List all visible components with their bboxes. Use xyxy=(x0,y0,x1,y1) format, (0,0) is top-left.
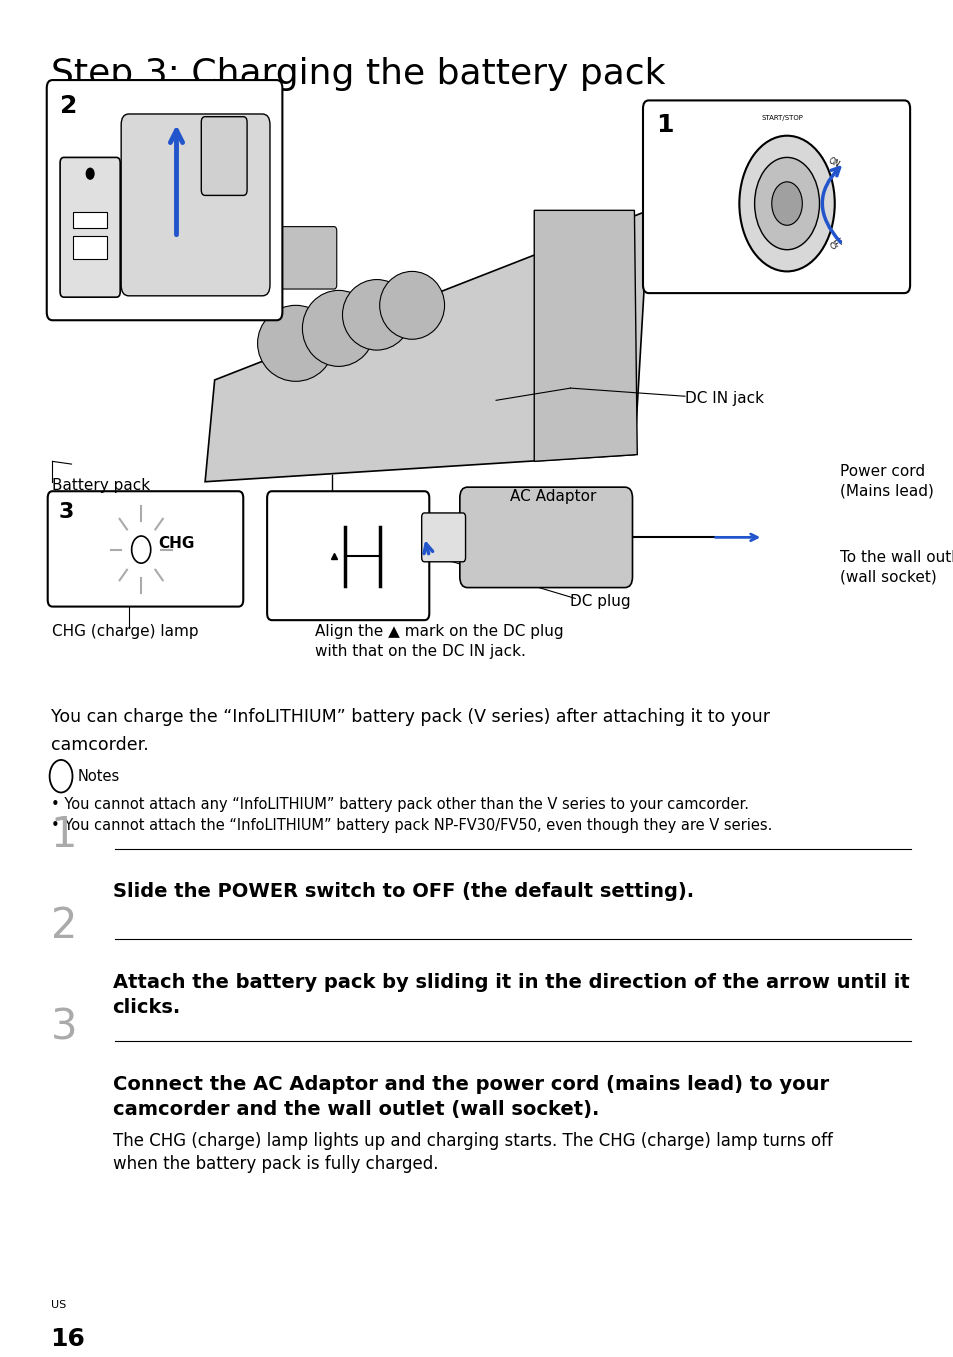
Ellipse shape xyxy=(257,305,334,381)
FancyBboxPatch shape xyxy=(459,487,632,588)
Ellipse shape xyxy=(342,280,411,350)
FancyBboxPatch shape xyxy=(72,212,107,228)
Text: You can charge the “InfoLITHIUM” battery pack (V series) after attaching it to y: You can charge the “InfoLITHIUM” battery… xyxy=(51,708,769,754)
Text: 3: 3 xyxy=(277,502,293,522)
Ellipse shape xyxy=(302,290,375,366)
Text: START/STOP: START/STOP xyxy=(760,115,802,121)
FancyBboxPatch shape xyxy=(47,80,282,320)
Text: 2: 2 xyxy=(51,905,77,947)
Text: The CHG (charge) lamp lights up and charging starts. The CHG (charge) lamp turns: The CHG (charge) lamp lights up and char… xyxy=(112,1132,832,1174)
Circle shape xyxy=(754,157,819,250)
Text: 3: 3 xyxy=(58,502,73,522)
Text: ⊕: ⊕ xyxy=(437,531,445,541)
Text: Power cord
(Mains lead): Power cord (Mains lead) xyxy=(839,464,932,499)
Text: Align the ▲ mark on the DC plug
with that on the DC IN jack.: Align the ▲ mark on the DC plug with tha… xyxy=(314,624,563,660)
Text: Attach the battery pack by sliding it in the direction of the arrow until it
cli: Attach the battery pack by sliding it in… xyxy=(112,973,908,1016)
Text: AC Adaptor: AC Adaptor xyxy=(510,489,597,503)
Text: DC plug: DC plug xyxy=(570,594,631,609)
Circle shape xyxy=(132,536,151,563)
Polygon shape xyxy=(205,210,648,482)
Text: 3: 3 xyxy=(51,1007,77,1049)
FancyBboxPatch shape xyxy=(235,227,336,289)
Text: Battery pack: Battery pack xyxy=(52,478,151,493)
Text: CHG (charge) lamp: CHG (charge) lamp xyxy=(52,624,199,639)
Text: US: US xyxy=(51,1300,66,1310)
Text: ON: ON xyxy=(826,156,841,170)
Text: DC IN: DC IN xyxy=(341,594,374,604)
Text: DC IN jack: DC IN jack xyxy=(684,391,763,406)
Text: OFF: OFF xyxy=(828,236,845,252)
FancyBboxPatch shape xyxy=(267,491,429,620)
FancyBboxPatch shape xyxy=(642,100,909,293)
Text: • You cannot attach any “InfoLITHIUM” battery pack other than the V series to yo: • You cannot attach any “InfoLITHIUM” ba… xyxy=(51,797,748,811)
FancyBboxPatch shape xyxy=(72,236,107,259)
FancyBboxPatch shape xyxy=(60,157,120,297)
Text: 1: 1 xyxy=(51,814,77,856)
Text: Slide the POWER switch to OFF (the default setting).: Slide the POWER switch to OFF (the defau… xyxy=(112,882,693,901)
Text: 1: 1 xyxy=(656,113,673,137)
Polygon shape xyxy=(534,210,637,461)
Text: 2: 2 xyxy=(60,94,77,118)
Text: Notes: Notes xyxy=(77,769,119,784)
Text: To the wall outlet
(wall socket): To the wall outlet (wall socket) xyxy=(839,550,953,585)
Text: 16: 16 xyxy=(51,1327,86,1352)
Circle shape xyxy=(739,136,834,271)
Text: Connect the AC Adaptor and the power cord (mains lead) to your
camcorder and the: Connect the AC Adaptor and the power cor… xyxy=(112,1075,828,1118)
FancyBboxPatch shape xyxy=(421,513,465,562)
Circle shape xyxy=(771,182,801,225)
Ellipse shape xyxy=(379,271,444,339)
Text: • You cannot attach the “InfoLITHIUM” battery pack NP-FV30/FV50, even though the: • You cannot attach the “InfoLITHIUM” ba… xyxy=(51,818,771,833)
Text: Step 3: Charging the battery pack: Step 3: Charging the battery pack xyxy=(51,57,664,91)
FancyBboxPatch shape xyxy=(48,491,243,607)
Text: ⚡: ⚡ xyxy=(57,768,65,778)
Circle shape xyxy=(86,168,93,179)
Text: CHG: CHG xyxy=(158,536,194,551)
FancyBboxPatch shape xyxy=(201,117,247,195)
Circle shape xyxy=(50,760,72,792)
FancyBboxPatch shape xyxy=(121,114,270,296)
